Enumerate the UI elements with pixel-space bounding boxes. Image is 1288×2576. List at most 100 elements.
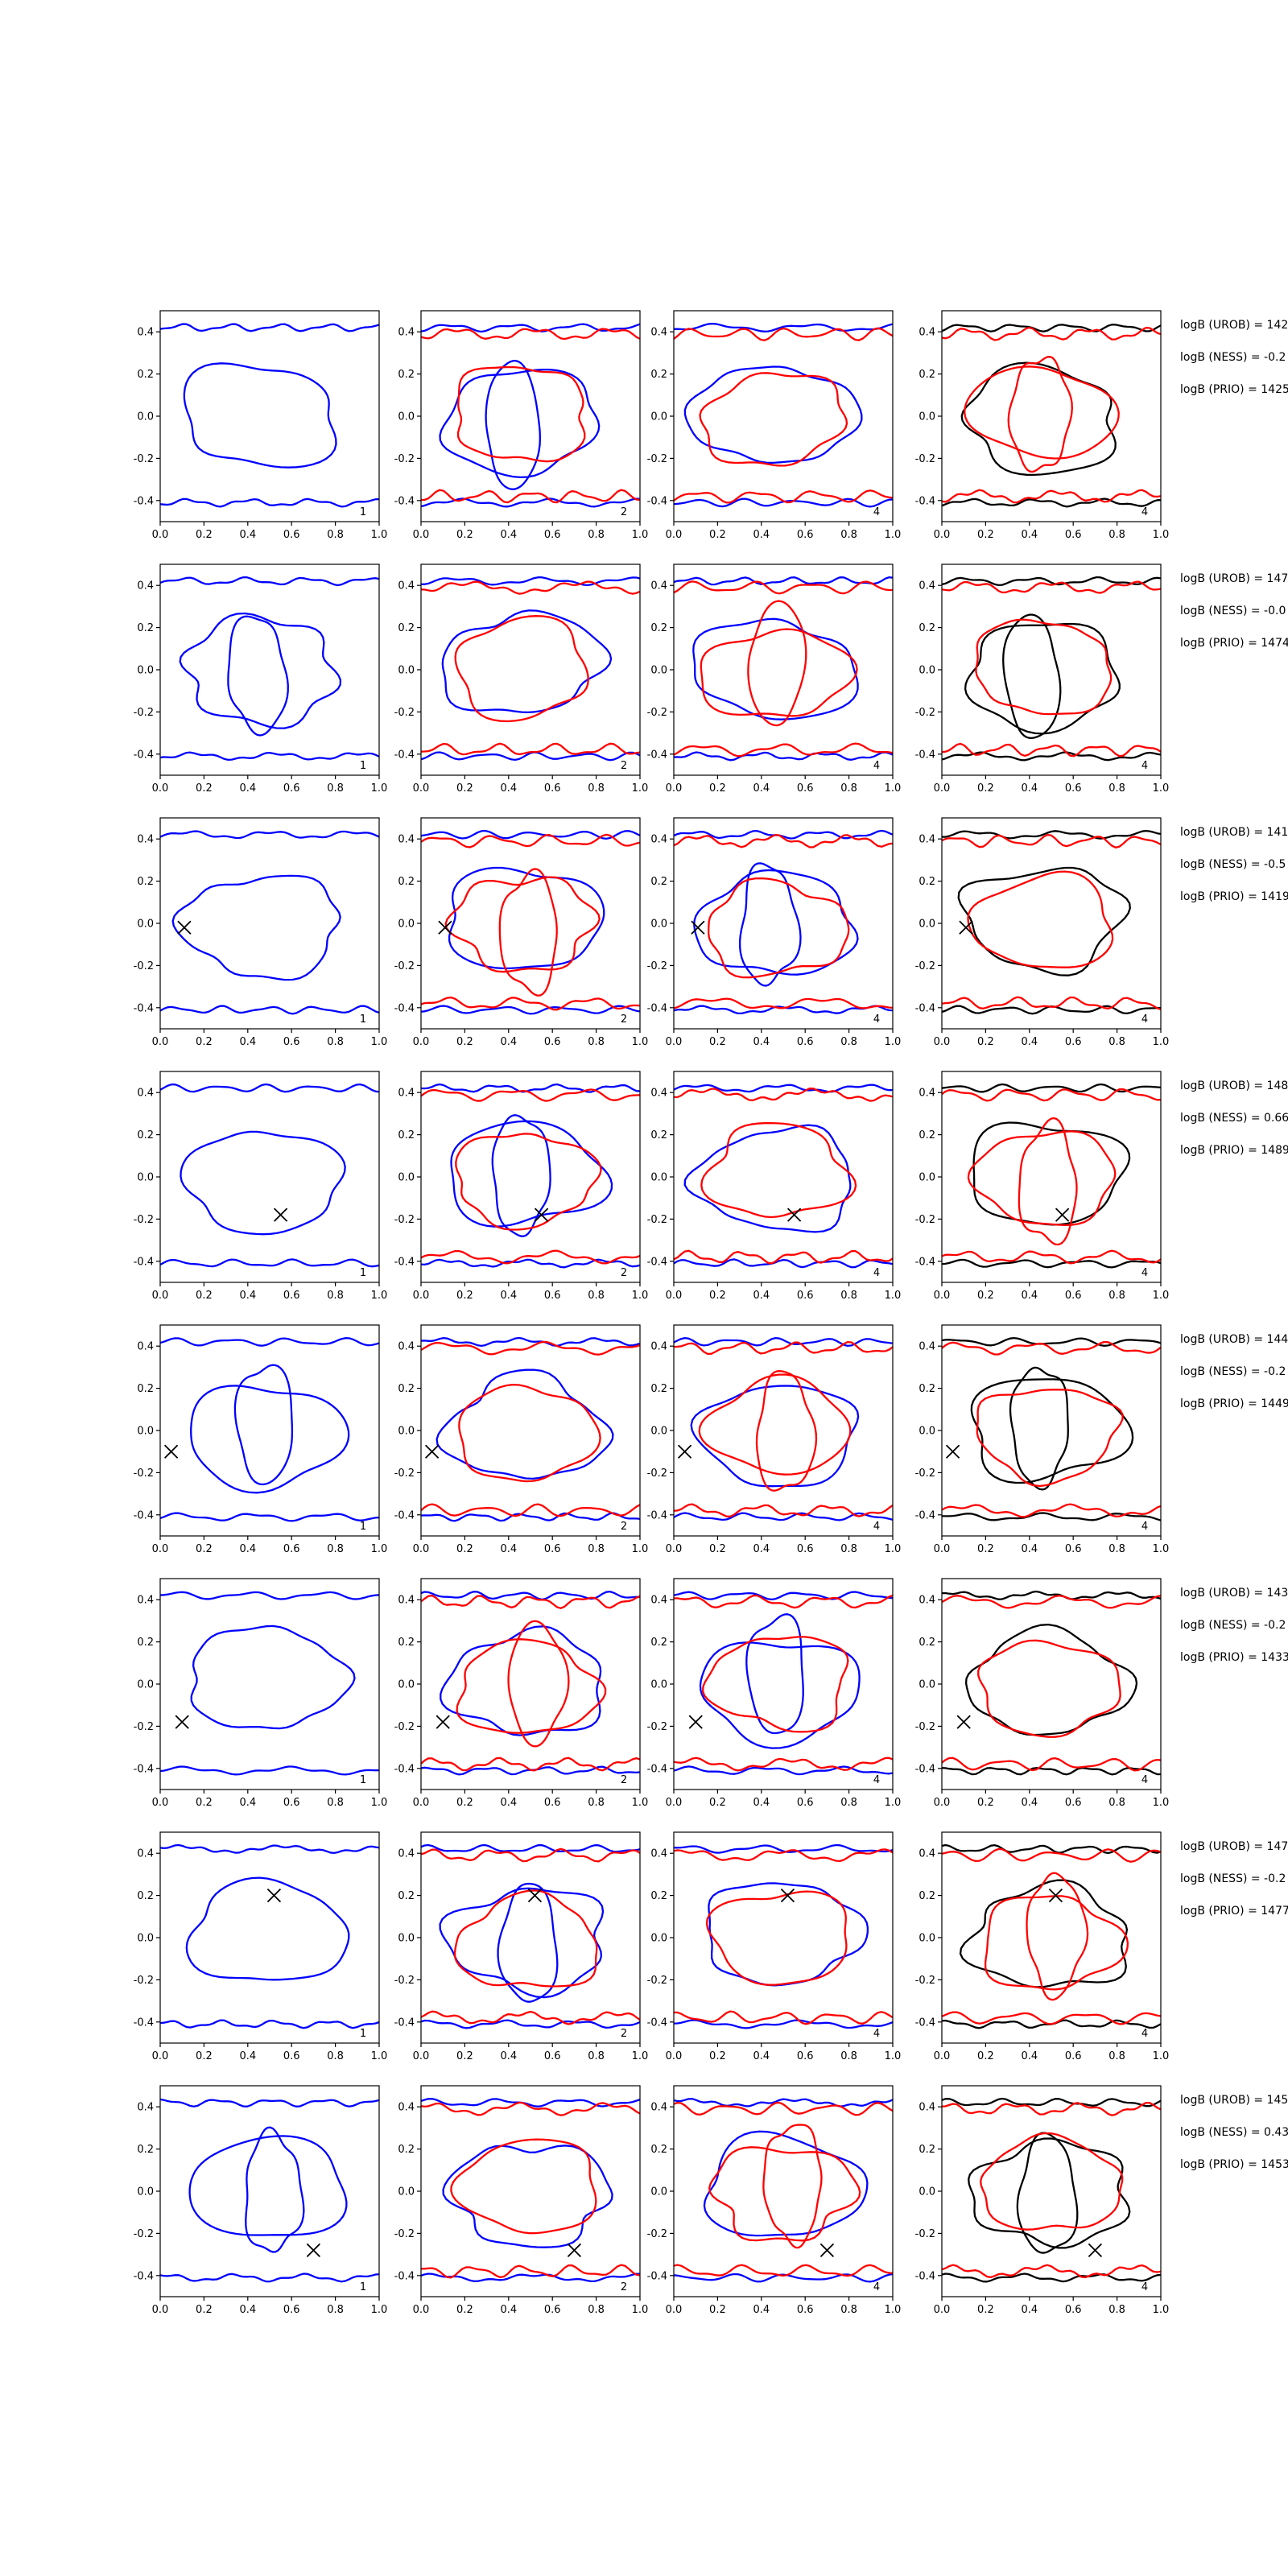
x-tick-label: 0.2 [196, 2304, 213, 2316]
series-a-contour-bottom [160, 2273, 379, 2283]
x-tick-label: 0.2 [196, 2050, 213, 2062]
contour-group [674, 829, 893, 1015]
series-a-contour-bottom [421, 1005, 640, 1015]
y-tick-label: 0.2 [650, 1129, 667, 1141]
y-tick-label: -0.2 [134, 1214, 154, 1226]
y-tick-label: -0.2 [134, 2228, 154, 2240]
contour-group [674, 576, 893, 762]
series-b-contour-bottom [674, 1503, 893, 1518]
corner-label: 2 [621, 1521, 627, 1533]
series-b-contour-bottom [421, 1757, 640, 1772]
y-tick-label: 0.4 [919, 2102, 935, 2114]
x-tick-label: 0.8 [327, 782, 344, 795]
x-tick-label: 0.6 [797, 782, 814, 795]
y-tick-label: -0.4 [134, 1763, 154, 1775]
y-tick-label: 0.4 [650, 2102, 667, 2114]
series-b-contour-top [942, 1340, 1161, 1356]
y-tick-label: 0.0 [137, 1933, 154, 1945]
y-tick-label: 0.2 [919, 1637, 935, 1649]
x-tick-label: 0.0 [413, 1543, 430, 1555]
series-b-contour-bottom [674, 1757, 893, 1772]
x-tick-label: 0.0 [152, 782, 169, 795]
series-b-contour-top [942, 1847, 1161, 1863]
x-tick-label: 0.2 [196, 529, 213, 541]
y-tick-label: 0.2 [650, 369, 667, 381]
panel-row-6: 0.0 0.2 0.4 0.6 0.8 1.00.40.20.0-0.2-0.410.0 0… [134, 1578, 1288, 1809]
series-a-contour-top [674, 1843, 893, 1854]
series-b-contour-inner [975, 618, 1113, 716]
corner-label: 4 [873, 1774, 880, 1786]
series-c-contour-top [942, 1336, 1161, 1347]
x-tick-label: 0.4 [239, 2304, 256, 2316]
y-tick-label: 0.2 [650, 876, 667, 888]
y-tick-label: -0.4 [647, 1763, 667, 1775]
y-tick-label: -0.4 [394, 2017, 415, 2029]
y-tick-label: -0.2 [134, 960, 154, 972]
x-tick-label: 0.6 [1065, 2050, 1082, 2062]
series-a-contour-inner [171, 874, 341, 981]
x-tick-label: 1.0 [632, 1797, 649, 1809]
y-tick-label: 0.0 [398, 1679, 415, 1691]
y-tick-label: 0.4 [137, 1341, 154, 1353]
y-tick-label: 0.2 [398, 1383, 415, 1395]
axes-frame [673, 310, 894, 522]
x-tick-label: 0.2 [456, 1543, 473, 1555]
subplot-r2-c2: 0.0 0.2 0.4 0.6 0.8 1.0 0.4 0.2 0.0 -0.2 -0.4 2 [394, 564, 649, 795]
series-c-contour-inner [959, 1879, 1129, 1988]
series-b-contour-lobe [755, 1370, 818, 1492]
y-tick-label: 0.0 [650, 1172, 667, 1184]
x-tick-label: 0.2 [709, 2050, 726, 2062]
y-tick-label: -0.4 [647, 1256, 667, 1268]
contour-group [942, 1590, 1161, 1776]
x-tick-label: 0.8 [840, 782, 857, 795]
x-tick-label: 0.2 [977, 2304, 994, 2316]
y-tick-label: -0.4 [915, 1002, 935, 1014]
panel-row-3: 0.0 0.2 0.4 0.6 0.8 1.00.40.20.0-0.2-0.410.0 0… [134, 817, 1288, 1048]
y-tick-label: 0.0 [650, 1426, 667, 1438]
subplot-r1-c4: 0.0 0.2 0.4 0.6 0.8 1.0 0.4 0.2 0.0 -0.2 -0.4 4 [915, 310, 1169, 541]
y-tick-label: 0.0 [919, 2186, 935, 2198]
axes-frame [159, 1324, 380, 1537]
x-tick-label: 0.6 [1065, 1036, 1082, 1048]
series-a-contour-inner [188, 2135, 348, 2236]
corner-label: 4 [873, 506, 880, 518]
y-tick-label: -0.2 [134, 1975, 154, 1987]
series-a-contour-inner [693, 869, 859, 976]
x-marker [273, 1208, 288, 1222]
x-tick-label: 1.0 [371, 1290, 388, 1302]
x-tick-label: 1.0 [632, 782, 649, 795]
y-tick-label: 0.0 [919, 665, 935, 677]
corner-label: 2 [621, 1267, 627, 1279]
y-tick-label: -0.2 [915, 1468, 935, 1480]
x-tick-label: 0.0 [152, 2304, 169, 2316]
series-b-contour-top [421, 2101, 640, 2116]
subplot-r5-c4: 0.0 0.2 0.4 0.6 0.8 1.0 0.4 0.2 0.0 -0.2 -0.4 4 [915, 1324, 1169, 1555]
subplot-r7-c4: 0.0 0.2 0.4 0.6 0.8 1.0 0.4 0.2 0.0 -0.2 -0.4 4 [915, 1831, 1169, 2062]
x-tick-label: 0.4 [1021, 1036, 1038, 1048]
series-b-contour-bottom [942, 489, 1161, 504]
x-tick-label: 1.0 [371, 1036, 388, 1048]
contour-group [421, 1336, 640, 1522]
contour-group [674, 1843, 893, 2029]
axes-frame [420, 564, 641, 776]
series-b-contour-inner [701, 1636, 849, 1733]
x-tick-label: 1.0 [885, 529, 902, 541]
x-tick-label: 1.0 [885, 1036, 902, 1048]
logb-annotation: logB (PRIO) = 1419 [1180, 890, 1288, 903]
series-b-contour-top [674, 833, 893, 848]
series-b-contour-bottom [942, 2264, 1161, 2279]
x-tick-label: 1.0 [1153, 2304, 1170, 2316]
y-tick-label: -0.4 [134, 2270, 154, 2282]
subplot-r6-c4: 0.0 0.2 0.4 0.6 0.8 1.0 0.4 0.2 0.0 -0.2 -0.4 4 [915, 1578, 1169, 1809]
axes-frame [420, 2085, 641, 2297]
series-c-contour-lobe [1002, 613, 1062, 740]
y-tick-label: -0.2 [647, 1468, 667, 1480]
subplot-r4-c3: 0.0 0.2 0.4 0.6 0.8 1.0 0.4 0.2 0.0 -0.2 -0.4 4 [647, 1071, 901, 1302]
corner-label: 4 [1141, 506, 1148, 518]
x-tick-label: 0.8 [1108, 1290, 1125, 1302]
x-tick-label: 0.4 [239, 529, 256, 541]
y-tick-label: 0.2 [398, 369, 415, 381]
y-tick-label: -0.2 [394, 2228, 415, 2240]
x-tick-label: 0.8 [840, 1290, 857, 1302]
series-b-contour-inner [708, 2146, 861, 2242]
